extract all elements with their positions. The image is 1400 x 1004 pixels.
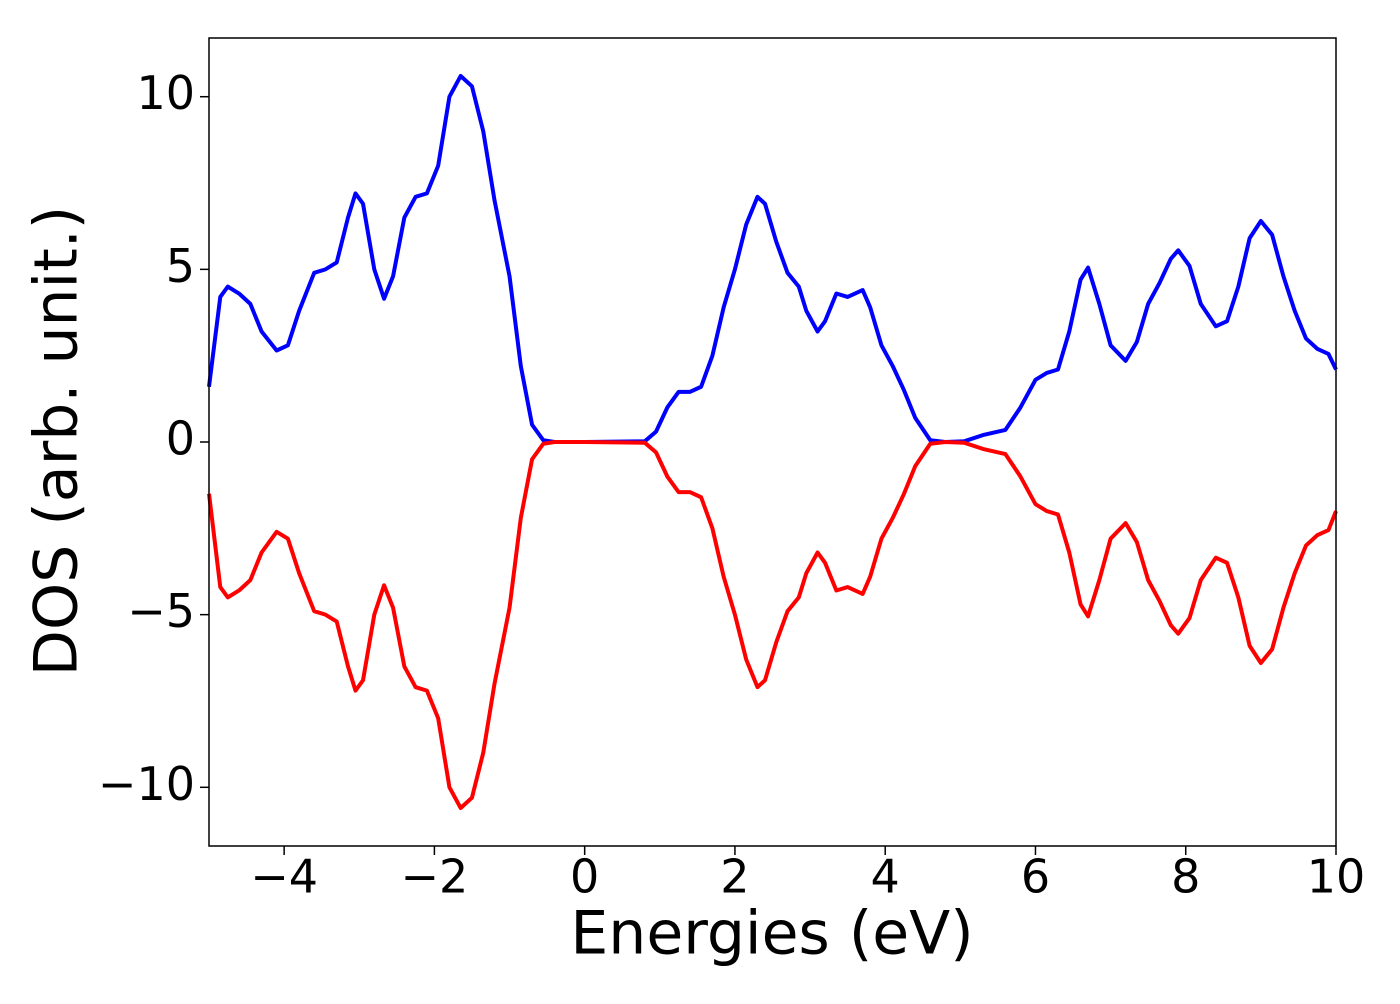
y-tick-label: −10 [98,757,195,811]
x-tick-label: 4 [871,850,900,904]
x-tick-label: 10 [1307,850,1366,904]
y-tick-label: 10 [136,66,195,120]
x-tick-label: 8 [1171,850,1200,904]
x-tick-label: 2 [720,850,749,904]
x-tick-label: −2 [400,850,468,904]
y-tick-label: −5 [127,584,195,638]
x-tick-label: 6 [1021,850,1050,904]
plot-frame [208,37,1337,847]
x-tick-label: 0 [570,850,599,904]
series-line [207,440,1338,811]
y-axis-label: DOS (arb. unit.) [22,206,92,676]
x-tick-label: −4 [250,850,318,904]
x-axis-label: Energies (eV) [570,899,973,969]
y-tick-label: 0 [166,412,195,466]
y-tick-label: 5 [166,239,195,293]
series-line [207,73,1338,444]
